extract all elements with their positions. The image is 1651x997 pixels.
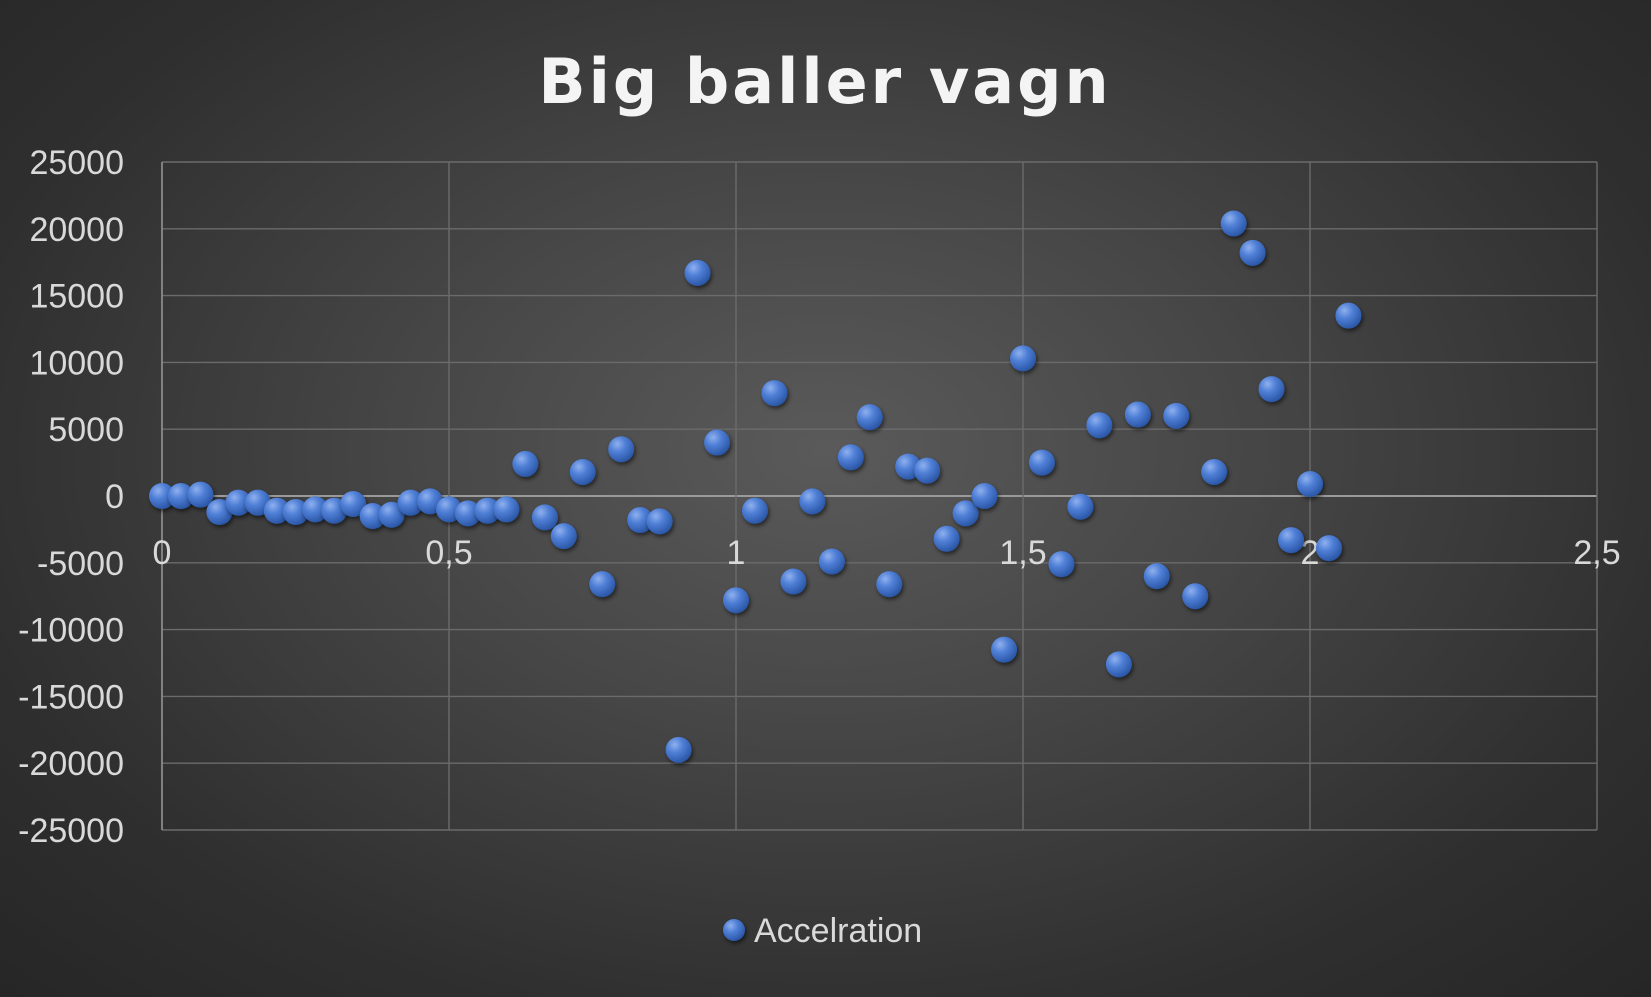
data-point	[589, 571, 616, 598]
data-point	[1220, 210, 1247, 237]
data-point	[741, 497, 768, 524]
data-point	[608, 436, 635, 463]
data-point	[914, 457, 941, 484]
data-point	[991, 636, 1018, 663]
data-point	[397, 489, 424, 516]
data-point	[1201, 458, 1228, 485]
data-point	[971, 483, 998, 509]
data-point	[837, 444, 864, 471]
x-tick-label: 0,5	[425, 534, 472, 572]
data-point	[1028, 449, 1055, 476]
data-point	[780, 568, 807, 595]
data-point	[1105, 651, 1132, 678]
data-point	[1067, 493, 1094, 520]
data-point	[550, 523, 577, 550]
legend-marker-icon	[723, 919, 745, 941]
x-tick-label: 2	[1301, 534, 1320, 572]
data-point	[684, 259, 711, 286]
x-axis-tick-labels: 0 0,5 1 1,5 2 2,5	[153, 534, 1621, 572]
data-points	[149, 210, 1362, 763]
data-point	[1278, 527, 1305, 554]
chart-title: Big baller vagn	[538, 45, 1111, 118]
data-point	[167, 483, 194, 509]
y-axis-tick-labels: 25000 20000 15000 10000 5000 0 -5000 -10000 -150…	[18, 144, 124, 850]
data-point	[359, 503, 386, 530]
y-tick-label: 25000	[29, 144, 124, 182]
data-point	[378, 501, 405, 528]
data-point	[1297, 470, 1323, 497]
y-tick-label: -25000	[18, 812, 124, 850]
data-point	[1258, 376, 1285, 403]
data-point	[1143, 563, 1170, 590]
x-tick-label: 1,5	[999, 534, 1046, 572]
data-point	[282, 499, 309, 526]
data-point	[1315, 535, 1342, 562]
data-point	[1010, 345, 1036, 372]
y-tick-label: 5000	[48, 411, 124, 449]
data-point	[263, 497, 290, 524]
y-tick-label: -10000	[18, 612, 124, 650]
data-point	[1124, 401, 1151, 428]
data-point	[1048, 551, 1075, 578]
y-tick-label: -5000	[37, 545, 124, 583]
legend-label: Accelration	[754, 912, 922, 950]
data-point	[531, 504, 558, 531]
data-point	[225, 489, 252, 516]
data-point	[187, 481, 214, 508]
data-point	[493, 496, 520, 523]
data-point	[454, 500, 481, 527]
data-point	[1335, 302, 1362, 329]
data-point	[340, 491, 367, 518]
data-point	[302, 496, 329, 523]
data-point	[1163, 402, 1190, 429]
y-tick-label: 0	[105, 478, 124, 516]
data-point	[876, 571, 903, 598]
gridlines	[161, 161, 1598, 831]
data-point	[627, 507, 654, 534]
data-point	[512, 450, 539, 477]
data-point	[818, 548, 845, 575]
y-tick-label: 15000	[29, 278, 124, 316]
y-tick-label: 20000	[29, 211, 124, 249]
data-point	[665, 736, 692, 763]
x-tick-label: 2,5	[1573, 534, 1620, 572]
y-tick-label: -20000	[18, 745, 124, 783]
y-tick-label: 10000	[29, 344, 124, 382]
data-point	[149, 483, 175, 509]
data-point	[1086, 412, 1113, 439]
data-point	[799, 488, 826, 515]
data-point	[704, 429, 731, 456]
data-point	[761, 380, 788, 407]
data-point	[952, 500, 979, 527]
data-point	[933, 525, 960, 552]
data-point	[474, 497, 501, 524]
data-point	[1239, 239, 1266, 266]
data-point	[723, 587, 749, 614]
x-tick-label: 0	[153, 534, 172, 572]
data-point	[1182, 583, 1209, 610]
legend: Accelration	[723, 912, 922, 950]
data-point	[569, 458, 596, 485]
y-tick-label: -15000	[18, 678, 124, 716]
data-point	[856, 404, 883, 431]
x-tick-label: 1	[727, 534, 746, 572]
data-point	[646, 508, 673, 535]
